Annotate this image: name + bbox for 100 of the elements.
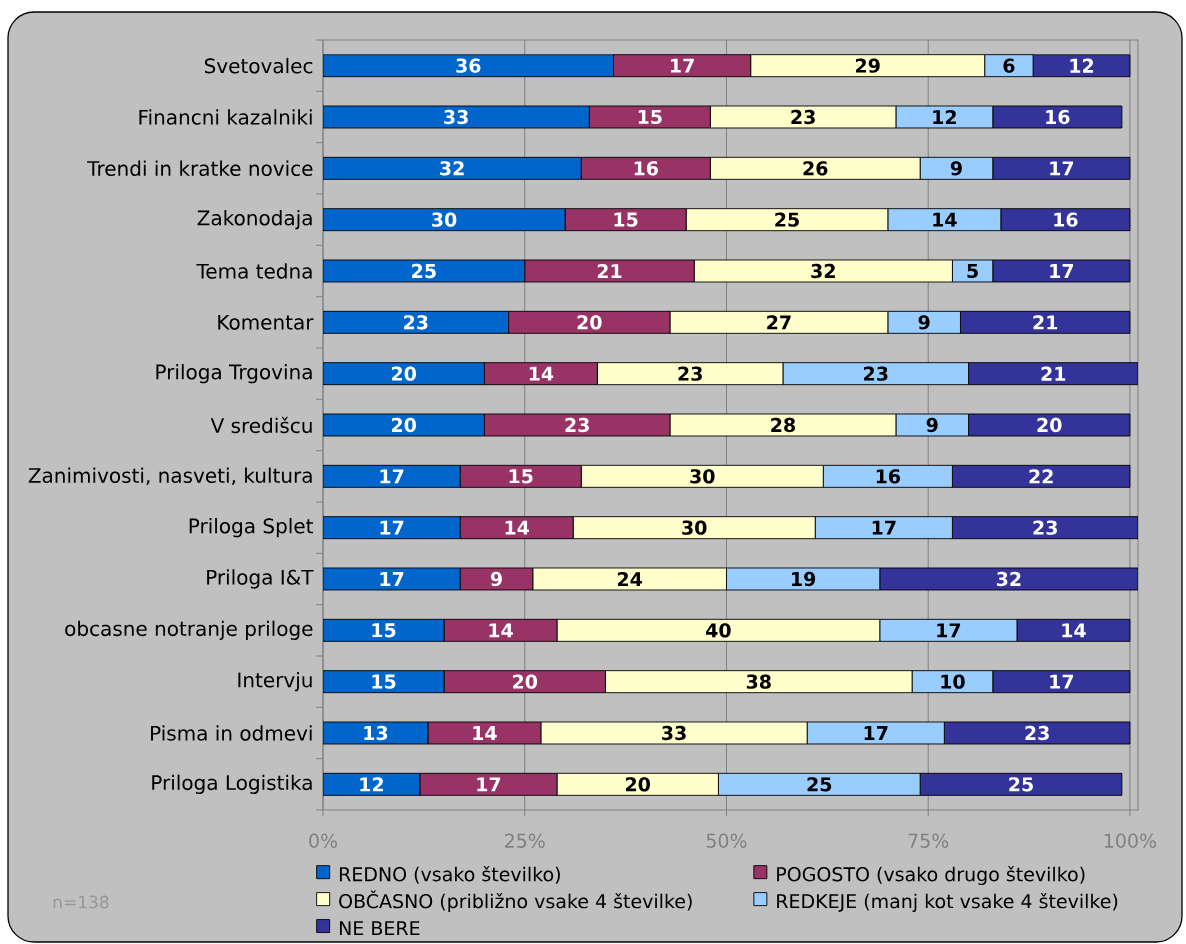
data-label: 15 <box>638 109 662 125</box>
data-label: 19 <box>792 571 816 587</box>
data-label: 17 <box>380 469 404 484</box>
data-label: 17 <box>1050 161 1074 176</box>
data-label: 36 <box>456 58 481 73</box>
y-tick-label: Trendi in kratke novice <box>87 160 313 177</box>
data-label: 21 <box>597 263 622 279</box>
y-tick-label: Zakonodaja <box>197 209 312 230</box>
x-tick-label: 0% <box>309 833 338 848</box>
data-label: 25 <box>775 212 799 227</box>
data-label: 30 <box>682 520 707 535</box>
data-label: 15 <box>614 212 638 227</box>
data-label: 15 <box>372 674 396 689</box>
data-label: 38 <box>746 674 771 689</box>
data-label: 33 <box>662 725 686 741</box>
data-label: 32 <box>996 571 1021 587</box>
data-label: 24 <box>617 571 642 587</box>
data-label: 20 <box>513 674 538 689</box>
legend-label: REDKEJE (manj kot vsake 4 številke) <box>777 892 1118 913</box>
data-label: 17 <box>477 777 501 792</box>
data-label: 22 <box>1029 469 1053 484</box>
legend-label: POGOSTO (vsako drugo številko) <box>777 865 1085 886</box>
data-label: 12 <box>933 109 956 125</box>
data-label: 23 <box>678 366 702 381</box>
data-label: 23 <box>565 417 589 433</box>
y-tick-label: Svetovalec <box>204 57 313 74</box>
x-tick-label: 25% <box>505 833 545 848</box>
x-tick-label: 50% <box>706 833 747 848</box>
y-tick-label: Financni kazalniki <box>139 109 312 125</box>
data-label: 9 <box>490 571 502 587</box>
data-label: 14 <box>1062 623 1086 638</box>
data-label: 14 <box>529 366 554 381</box>
data-label: 20 <box>577 315 602 330</box>
x-tick-label: 100% <box>1104 833 1157 848</box>
data-label: 16 <box>876 469 901 484</box>
data-label: 20 <box>391 417 417 433</box>
data-label: 17 <box>671 58 694 73</box>
data-label: 20 <box>626 777 651 792</box>
y-tick-label: Tema tedna <box>196 263 312 279</box>
y-tick-label: Komentar <box>218 314 314 330</box>
data-label: 25 <box>1009 777 1033 792</box>
data-label: 25 <box>412 263 436 279</box>
data-label: 15 <box>509 469 533 484</box>
data-label: 17 <box>1050 674 1074 689</box>
data-label: 9 <box>926 417 938 433</box>
data-label: 17 <box>380 572 404 586</box>
data-label: 15 <box>372 623 396 638</box>
data-label: 40 <box>706 623 731 638</box>
data-label: 12 <box>1070 58 1094 73</box>
y-tick-label: Priloga Logistika <box>152 774 312 794</box>
data-label: 17 <box>1050 264 1074 278</box>
data-label: 23 <box>1033 520 1057 535</box>
y-tick-label: Zanimivosti, nasveti, kultura <box>28 467 312 486</box>
data-label: 33 <box>444 109 468 125</box>
data-label: 9 <box>918 315 930 330</box>
y-tick-label: Intervju <box>238 671 312 692</box>
data-label: 30 <box>432 212 457 227</box>
data-label: 10 <box>941 674 965 689</box>
data-label: 29 <box>855 58 880 73</box>
legend-label: OBČASNO (približno vsake 4 številke) <box>339 890 692 913</box>
data-label: 16 <box>1054 212 1078 227</box>
legend-label: NE BERE <box>339 921 420 936</box>
data-label: 26 <box>803 161 828 176</box>
data-label: 9 <box>950 161 962 176</box>
y-tick-label: Priloga I&T <box>207 569 314 589</box>
data-label: 13 <box>364 725 388 741</box>
data-label: 16 <box>634 161 658 176</box>
data-label: 14 <box>473 726 497 740</box>
data-label: 23 <box>791 109 815 125</box>
data-label: 20 <box>1037 417 1062 433</box>
data-label: 23 <box>1025 725 1049 741</box>
data-label: 28 <box>771 417 796 433</box>
y-tick-label: Pisma in odmevi <box>151 725 312 741</box>
legend-label: REDNO (vsako številko) <box>339 865 560 884</box>
y-tick-label: V središcu <box>210 416 312 434</box>
data-label: 14 <box>489 623 513 638</box>
data-label: 23 <box>404 315 428 330</box>
x-tick-label: 75% <box>908 833 949 848</box>
data-label: 14 <box>505 520 530 535</box>
data-label: 27 <box>767 315 791 330</box>
data-label: 6 <box>1003 58 1015 73</box>
y-tick-label: Priloga Splet <box>189 517 313 538</box>
data-label: 17 <box>937 623 961 638</box>
data-label: 21 <box>1033 315 1058 330</box>
data-label: 17 <box>864 726 888 740</box>
data-label: 23 <box>864 366 888 381</box>
data-label: 20 <box>391 366 417 381</box>
y-tick-label: obcasne notranje priloge <box>65 620 313 640</box>
data-label: 5 <box>967 263 978 279</box>
data-label: 32 <box>440 161 464 176</box>
data-label: 25 <box>807 777 832 792</box>
data-label: 16 <box>1046 109 1070 125</box>
data-label: 32 <box>811 263 835 279</box>
data-label: 30 <box>690 469 715 484</box>
data-label: 21 <box>1041 366 1066 381</box>
data-label: 17 <box>380 520 404 535</box>
data-label: 17 <box>872 520 896 535</box>
data-label: 12 <box>360 777 383 792</box>
y-tick-label: Priloga Trgovina <box>156 363 312 384</box>
data-label: 14 <box>933 212 957 227</box>
